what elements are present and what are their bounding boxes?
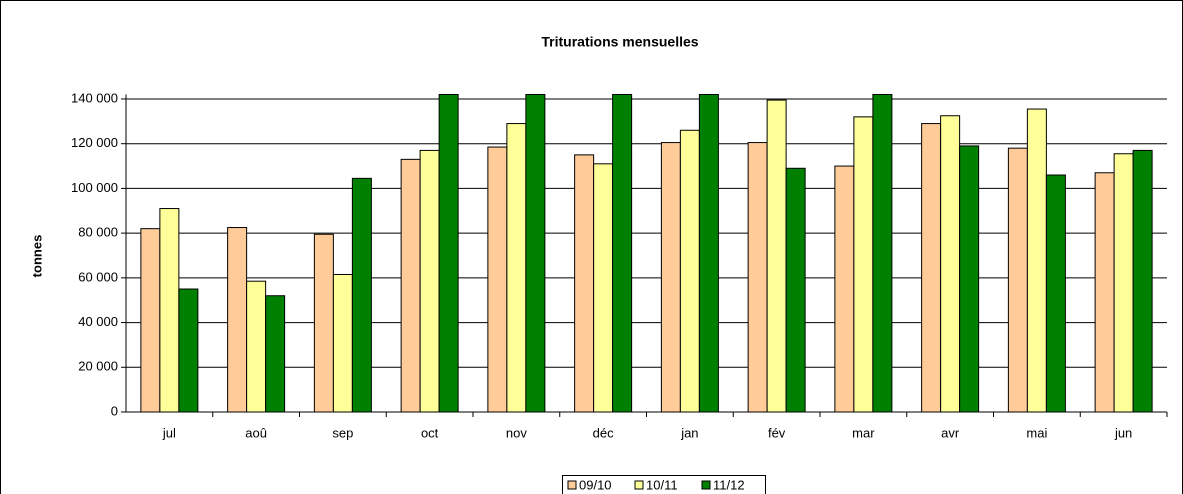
- bar: [1094, 172, 1115, 413]
- bar: [698, 94, 719, 413]
- bar: [159, 208, 180, 413]
- x-tick-label: oct: [421, 425, 439, 440]
- bar: [660, 142, 681, 413]
- legend-label: 09/10: [579, 477, 612, 492]
- bar: [178, 288, 199, 413]
- x-tick-label: sep: [332, 425, 353, 440]
- y-tick-label: 100 000: [71, 180, 118, 195]
- bar: [1045, 174, 1066, 413]
- bar: [265, 295, 286, 413]
- x-tick-label: mar: [852, 425, 875, 440]
- x-tick-label: jan: [680, 425, 698, 440]
- legend-swatch: [634, 480, 644, 490]
- bar: [506, 123, 527, 413]
- bar: [959, 145, 980, 413]
- x-tick-label: aoû: [245, 425, 267, 440]
- legend-box: [562, 475, 766, 494]
- y-tick-label: 0: [111, 403, 118, 418]
- legend-label: 11/12: [713, 477, 745, 492]
- bar: [853, 116, 874, 413]
- y-tick-label: 40 000: [78, 314, 118, 329]
- y-tick-label: 80 000: [78, 225, 118, 240]
- bar: [785, 167, 806, 413]
- legend-label: 10/11: [646, 477, 678, 492]
- chart-title: Triturations mensuelles: [541, 34, 698, 50]
- bar: [313, 233, 334, 413]
- bar: [574, 154, 595, 413]
- bar: [400, 158, 421, 413]
- y-tick-label: 60 000: [78, 269, 118, 284]
- bar: [593, 163, 614, 413]
- bar: [766, 99, 787, 413]
- x-tick-label: déc: [593, 425, 614, 440]
- bar: [525, 94, 546, 413]
- bar: [487, 146, 508, 413]
- bar: [679, 129, 700, 413]
- legend-swatch: [701, 480, 711, 490]
- bar: [747, 142, 768, 413]
- y-tick-label: 140 000: [71, 90, 118, 105]
- bar: [1113, 153, 1134, 413]
- y-tick-label: 120 000: [71, 135, 118, 150]
- bar: [227, 227, 248, 413]
- bar: [332, 273, 353, 413]
- x-tick-label: mai: [1026, 425, 1047, 440]
- x-tick-label: jun: [1114, 425, 1132, 440]
- x-tick-label: avr: [941, 425, 960, 440]
- bar: [1007, 147, 1028, 413]
- bar: [1132, 149, 1153, 413]
- y-axis-label: tonnes: [29, 235, 44, 278]
- bar: [834, 165, 855, 413]
- bar: [438, 94, 459, 413]
- x-tick-label: fév: [768, 425, 786, 440]
- y-tick-label: 20 000: [78, 359, 118, 374]
- x-tick-label: jul: [162, 425, 176, 440]
- legend-swatch: [567, 480, 577, 490]
- bar: [921, 123, 942, 413]
- bar: [940, 115, 961, 413]
- bar: [612, 94, 633, 413]
- bar: [872, 94, 893, 413]
- bar: [351, 177, 372, 413]
- bar: [246, 280, 267, 413]
- x-tick-label: nov: [506, 425, 527, 440]
- bar: [1026, 108, 1047, 413]
- bar: [419, 149, 440, 413]
- bar: [140, 228, 161, 413]
